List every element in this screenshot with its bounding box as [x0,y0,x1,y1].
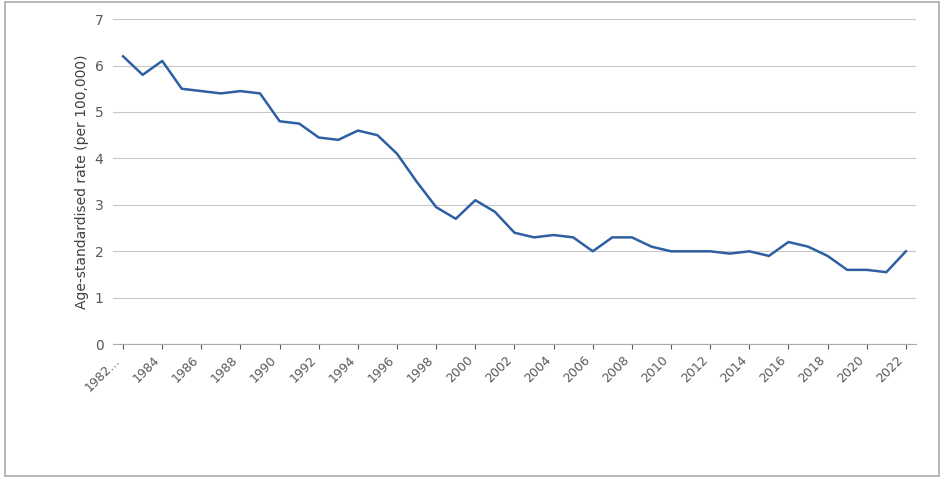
Females [822,253,834,259]
Females [489,209,500,215]
Females [195,88,207,94]
Females [861,267,872,273]
Females [567,235,579,240]
Females [646,244,657,250]
Females [430,204,442,210]
Females [235,88,246,94]
Females [607,235,618,240]
Females [901,249,912,254]
Females [764,253,775,259]
Females [509,230,520,236]
Females [529,235,540,240]
Line: Females: Females [123,56,906,272]
Females [626,235,637,240]
Females [470,197,481,203]
Females [724,251,735,257]
Females [685,249,697,254]
Females [744,249,755,254]
Females [587,249,598,254]
Females [372,132,383,138]
Females [274,119,285,124]
Females [841,267,852,273]
Females [332,137,344,143]
Females [666,249,677,254]
Females [117,54,128,59]
Females [392,151,403,157]
Females [294,121,305,127]
Females [215,90,227,96]
Females [177,86,188,92]
Females [137,72,148,78]
Females [704,249,716,254]
Females [783,239,794,245]
Females [313,135,325,141]
Y-axis label: Age-standardised rate (per 100,000): Age-standardised rate (per 100,000) [76,54,89,309]
Females [450,216,462,222]
Females [254,90,265,96]
Females [881,269,892,275]
Females [411,179,422,185]
Females [548,232,559,238]
Females [157,58,168,64]
Females [802,244,814,250]
Females [352,128,363,133]
